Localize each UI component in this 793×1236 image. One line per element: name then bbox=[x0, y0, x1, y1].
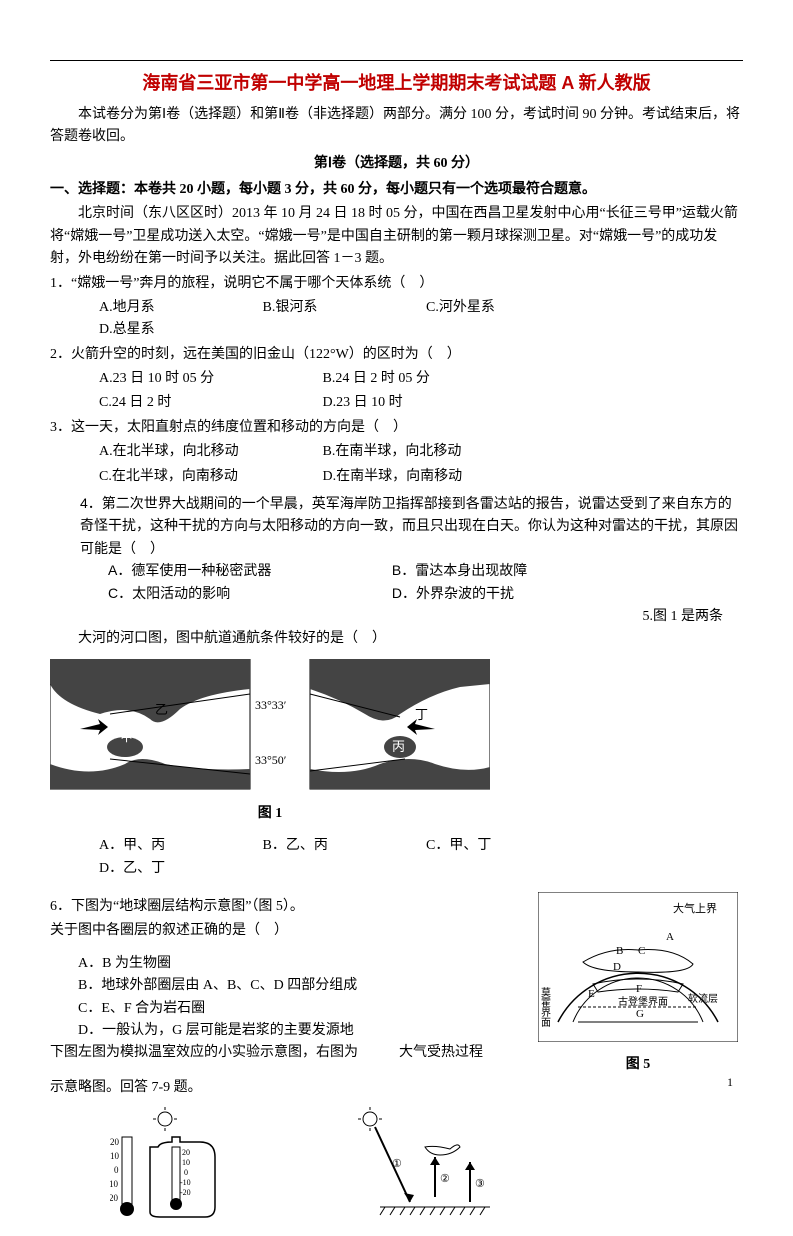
q2-opt-d: D.23 日 10 时 bbox=[323, 392, 543, 414]
q4-opt-c: C．太阳活动的影响 bbox=[108, 582, 388, 604]
q1-opt-c: C.河外星系 bbox=[426, 297, 586, 319]
q4-stem: 4．第二次世界大战期间的一个早晨，英军海岸防卫指挥部接到各雷达站的报告，说雷达受… bbox=[80, 492, 743, 559]
q3-options-row2: C.在北半球，向南移动 D.在南半球，向南移动 bbox=[99, 466, 743, 488]
svg-text:10: 10 bbox=[110, 1151, 120, 1161]
svg-text:-10: -10 bbox=[110, 1179, 118, 1189]
svg-text:33°33′: 33°33′ bbox=[255, 698, 287, 712]
q2-options-row2: C.24 日 2 时 D.23 日 10 时 bbox=[99, 392, 743, 414]
figure-7-9-svg: 20 10 0 -10 -20 20 10 0 -10 -20 bbox=[110, 1107, 530, 1227]
q1-opt-b: B.银河系 bbox=[263, 297, 423, 319]
svg-text:丁: 丁 bbox=[415, 707, 428, 722]
figure-5-svg: 大气上界 A B C D E F G 莫霍界面 古登堡界面 软流层 bbox=[538, 892, 738, 1042]
page: 海南省三亚市第一中学高一地理上学期期末考试试题 A 新人教版 本试卷分为第Ⅰ卷（… bbox=[0, 0, 793, 1122]
q4-options-row2: C．太阳活动的影响 D．外界杂波的干扰 bbox=[108, 582, 743, 604]
q5-opt-a: A．甲、丙 bbox=[99, 835, 259, 857]
q2-opt-c: C.24 日 2 时 bbox=[99, 392, 319, 414]
q4-opt-a: A．德军使用一种秘密武器 bbox=[108, 559, 388, 581]
passage-1: 北京时间（东八区区时）2013 年 10 月 24 日 18 时 05 分，中国… bbox=[50, 203, 743, 270]
svg-text:甲: 甲 bbox=[120, 729, 133, 744]
page-number: 1 bbox=[727, 1073, 733, 1092]
q3-opt-d: D.在南半球，向南移动 bbox=[323, 466, 543, 488]
figure-1-svg: 乙 甲 33°33′ 33°50′ 丁 丙 33°50′ 33°33′ bbox=[50, 659, 490, 799]
q3-opt-a: A.在北半球，向北移动 bbox=[99, 441, 319, 463]
q5-lead-right: 5.图 1 是两条 bbox=[643, 606, 724, 628]
question-1: 1．“嫦娥一号”奔月的旅程，说明它不属于哪个天体系统（ ） bbox=[50, 273, 743, 295]
q3-opt-c: C.在北半球，向南移动 bbox=[99, 466, 319, 488]
p79-l2: 大气受热过程 bbox=[399, 1042, 483, 1064]
figure-7-9: 20 10 0 -10 -20 20 10 0 -10 -20 bbox=[110, 1107, 743, 1235]
q1-opt-d: D.总星系 bbox=[99, 319, 259, 341]
q2-options-row1: A.23 日 10 时 05 分 B.24 日 2 时 05 分 bbox=[99, 368, 743, 390]
svg-text:莫霍界面: 莫霍界面 bbox=[539, 987, 551, 1028]
svg-text:-20: -20 bbox=[180, 1188, 191, 1197]
q5-opt-b: B．乙、丙 bbox=[263, 835, 423, 857]
svg-text:0: 0 bbox=[184, 1168, 188, 1177]
q1-opt-a: A.地月系 bbox=[99, 297, 259, 319]
q5-options: A．甲、丙 B．乙、丙 C．甲、丁 D．乙、丁 bbox=[99, 835, 743, 880]
q4-opt-b: B．雷达本身出现故障 bbox=[392, 562, 527, 578]
svg-text:A: A bbox=[666, 931, 674, 943]
svg-text:20: 20 bbox=[182, 1148, 190, 1157]
svg-text:B: B bbox=[616, 945, 623, 957]
q3-options-row1: A.在北半球，向北移动 B.在南半球，向北移动 bbox=[99, 441, 743, 463]
question-4-block: 4．第二次世界大战期间的一个早晨，英军海岸防卫指挥部接到各雷达站的报告，说雷达受… bbox=[80, 492, 743, 604]
svg-text:古登堡界面: 古登堡界面 bbox=[618, 995, 668, 1008]
svg-text:-10: -10 bbox=[180, 1178, 191, 1187]
svg-text:-20: -20 bbox=[110, 1193, 118, 1203]
question-2: 2．火箭升空的时刻，远在美国的旧金山（122°W）的区时为（ ） bbox=[50, 344, 743, 366]
svg-text:E: E bbox=[588, 988, 595, 1000]
p79-l1: 下图左图为模拟温室效应的小实验示意图，右图为 bbox=[50, 1045, 358, 1060]
q3-opt-b: B.在南半球，向北移动 bbox=[323, 441, 543, 463]
q1-options: A.地月系 B.银河系 C.河外星系 D.总星系 bbox=[99, 297, 743, 342]
instruction-1: 一、选择题：本卷共 20 小题，每小题 3 分，共 60 分，每小题只有一个选项… bbox=[50, 179, 743, 201]
svg-text:丙: 丙 bbox=[392, 739, 405, 754]
svg-text:C: C bbox=[638, 945, 645, 957]
q5-continuation: 大河的河口图，图中航道通航条件较好的是（ ） bbox=[78, 628, 743, 650]
q5-opt-c: C．甲、丁 bbox=[426, 835, 586, 857]
question-3: 3．这一天，太阳直射点的纬度位置和移动的方向是（ ） bbox=[50, 417, 743, 439]
svg-text:③: ③ bbox=[475, 1178, 485, 1190]
q2-opt-a: A.23 日 10 时 05 分 bbox=[99, 368, 319, 390]
figure-5-label: 图 5 bbox=[533, 1054, 743, 1076]
figure-1: 乙 甲 33°33′ 33°50′ 丁 丙 33°50′ 33°33′ 图 1 bbox=[50, 659, 743, 825]
svg-text:F: F bbox=[636, 983, 642, 995]
svg-text:大气上界: 大气上界 bbox=[673, 901, 717, 915]
p79-l3: 示意略图。回答 7-9 题。 bbox=[50, 1077, 743, 1099]
intro-text: 本试卷分为第Ⅰ卷（选择题）和第Ⅱ卷（非选择题）两部分。满分 100 分，考试时间… bbox=[50, 104, 743, 149]
q2-opt-b: B.24 日 2 时 05 分 bbox=[323, 368, 543, 390]
figure-5: 大气上界 A B C D E F G 莫霍界面 古登堡界面 软流层 图 5 bbox=[533, 892, 743, 1077]
svg-text:①: ① bbox=[392, 1158, 402, 1170]
exam-title: 海南省三亚市第一中学高一地理上学期期末考试试题 A 新人教版 bbox=[50, 69, 743, 98]
svg-text:10: 10 bbox=[182, 1158, 190, 1167]
svg-text:33°50′: 33°50′ bbox=[255, 753, 287, 767]
svg-text:乙: 乙 bbox=[155, 702, 168, 717]
svg-text:软流层: 软流层 bbox=[688, 992, 718, 1005]
q4-options-row1: A．德军使用一种秘密武器 B．雷达本身出现故障 bbox=[108, 559, 743, 581]
figure-1-label: 图 1 bbox=[50, 803, 490, 825]
top-rule bbox=[50, 60, 743, 61]
svg-text:20: 20 bbox=[110, 1137, 120, 1147]
svg-text:G: G bbox=[636, 1008, 644, 1020]
q4-opt-d: D．外界杂波的干扰 bbox=[392, 585, 514, 601]
svg-text:②: ② bbox=[440, 1173, 450, 1185]
svg-text:0: 0 bbox=[114, 1165, 119, 1175]
section-1-header: 第Ⅰ卷（选择题，共 60 分） bbox=[50, 153, 743, 175]
svg-text:D: D bbox=[613, 961, 621, 973]
question-5-block: 5.图 1 是两条 大河的河口图，图中航道通航条件较好的是（ ） bbox=[50, 606, 743, 651]
q5-opt-d: D．乙、丁 bbox=[99, 858, 259, 880]
